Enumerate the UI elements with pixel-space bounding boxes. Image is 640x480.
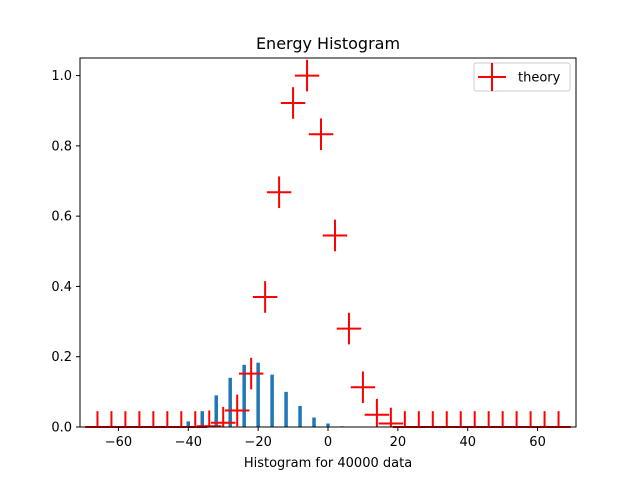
x-tick-label: 40: [459, 435, 476, 450]
y-axis: 0.0 0.2 0.4 0.6 0.8 1.0: [51, 69, 80, 436]
theory-point: [210, 406, 236, 427]
axes-background: [80, 58, 576, 427]
x-axis: −60 −40 −20 0 20 40 60: [105, 427, 546, 450]
theory-point: [266, 176, 292, 209]
x-tick-label: −60: [105, 435, 132, 450]
histogram-bar: [214, 395, 218, 427]
theory-point: [350, 371, 376, 404]
x-tick-label: −20: [244, 435, 271, 450]
histogram-bars: [186, 362, 344, 427]
x-tick-label: 20: [390, 435, 407, 450]
histogram-bar: [242, 364, 246, 427]
x-tick-label: 0: [324, 435, 332, 450]
legend-marker-theory: [478, 63, 506, 91]
theory-point: [364, 398, 390, 427]
histogram-bar: [200, 411, 204, 427]
theory-point: [294, 59, 320, 92]
histogram-bar: [298, 405, 302, 427]
theory-point: [280, 87, 306, 119]
histogram-bar: [326, 423, 330, 427]
histogram-bar: [256, 362, 260, 427]
theory-point: [378, 407, 404, 427]
plot-area: [79, 57, 577, 428]
legend: theory: [473, 62, 571, 92]
y-tick-label: 0.0: [51, 421, 72, 436]
theory-point: [224, 394, 250, 427]
histogram-bar: [228, 377, 232, 427]
theory-point: [238, 357, 264, 390]
y-tick-label: 0.6: [51, 210, 72, 225]
y-tick-label: 0.4: [51, 280, 72, 295]
theory-point: [322, 219, 348, 252]
y-tick-label: 0.2: [51, 350, 72, 365]
chart-title: Energy Histogram: [256, 34, 400, 53]
y-tick-label: 0.8: [51, 139, 72, 154]
histogram-bar: [284, 391, 288, 427]
y-tick-label: 1.0: [51, 69, 72, 84]
histogram-bar: [270, 374, 274, 427]
x-tick-label: −40: [175, 435, 202, 450]
theory-point: [197, 410, 222, 428]
theory-point: [308, 118, 334, 151]
theory-point: [336, 312, 362, 345]
histogram-bar: [186, 421, 191, 427]
x-tick-label: 60: [529, 435, 546, 450]
legend-label-theory: theory: [518, 71, 561, 86]
histogram-bar: [312, 417, 316, 427]
theory-point: [252, 281, 278, 313]
x-axis-label: Histogram for 40000 data: [244, 456, 412, 471]
legend-box: [473, 62, 571, 92]
